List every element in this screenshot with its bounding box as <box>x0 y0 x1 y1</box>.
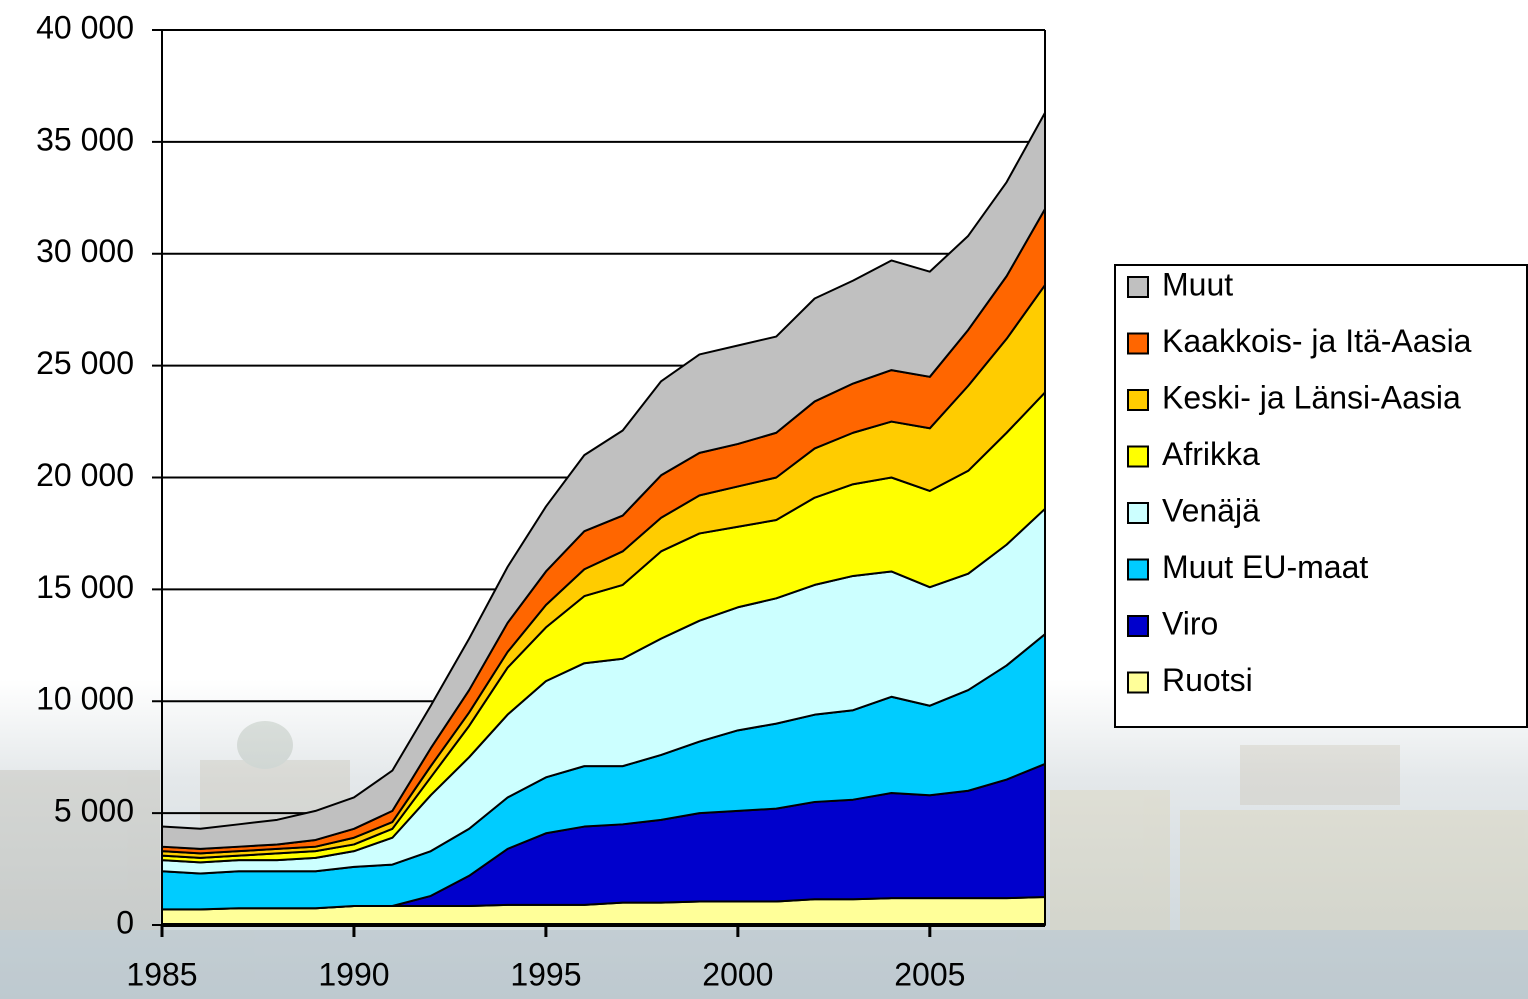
legend-swatch <box>1127 502 1149 524</box>
x-tick-label: 2005 <box>894 956 965 992</box>
legend-label: Venäjä <box>1162 492 1260 528</box>
legend-label: Muut EU-maat <box>1162 549 1368 585</box>
x-tick-label: 2000 <box>702 956 773 992</box>
y-tick-label: 30 000 <box>36 233 134 269</box>
legend-label: Muut <box>1162 266 1233 302</box>
y-tick-label: 0 <box>116 904 134 940</box>
legend-label: Viro <box>1162 605 1218 641</box>
legend-swatch <box>1127 671 1149 694</box>
y-tick-label: 5 000 <box>54 793 134 829</box>
y-tick-label: 10 000 <box>36 681 134 717</box>
legend-swatch <box>1127 389 1149 411</box>
x-tick-label: 1990 <box>318 956 389 992</box>
legend-label: Afrikka <box>1162 436 1260 472</box>
legend-label: Kaakkois- ja Itä-Aasia <box>1162 323 1472 359</box>
plot: 0 5 000 10 000 15 000 20 000 25 000 30 000 35 0… <box>36 9 1046 992</box>
legend-swatch <box>1127 276 1149 298</box>
legend-swatch <box>1127 615 1149 637</box>
legend-box <box>1114 264 1528 728</box>
x-tick-label: 1995 <box>510 956 581 992</box>
legend-swatch <box>1127 445 1149 468</box>
y-tick-label: 20 000 <box>36 457 134 493</box>
background-city <box>0 721 1528 999</box>
x-tick-label: 1985 <box>126 956 197 992</box>
y-tick-label: 35 000 <box>36 121 134 157</box>
legend-swatch <box>1127 332 1149 355</box>
y-tick-label: 25 000 <box>36 345 134 381</box>
y-tick-label: 15 000 <box>36 569 134 605</box>
legend-label: Ruotsi <box>1162 662 1253 698</box>
legend-label: Keski- ja Länsi-Aasia <box>1162 379 1461 415</box>
y-tick-label: 40 000 <box>36 9 134 45</box>
legend-swatch <box>1127 558 1149 581</box>
legend: Muut Kaakkois- ja Itä-Aasia Keski- ja Läns… <box>1114 264 1528 728</box>
